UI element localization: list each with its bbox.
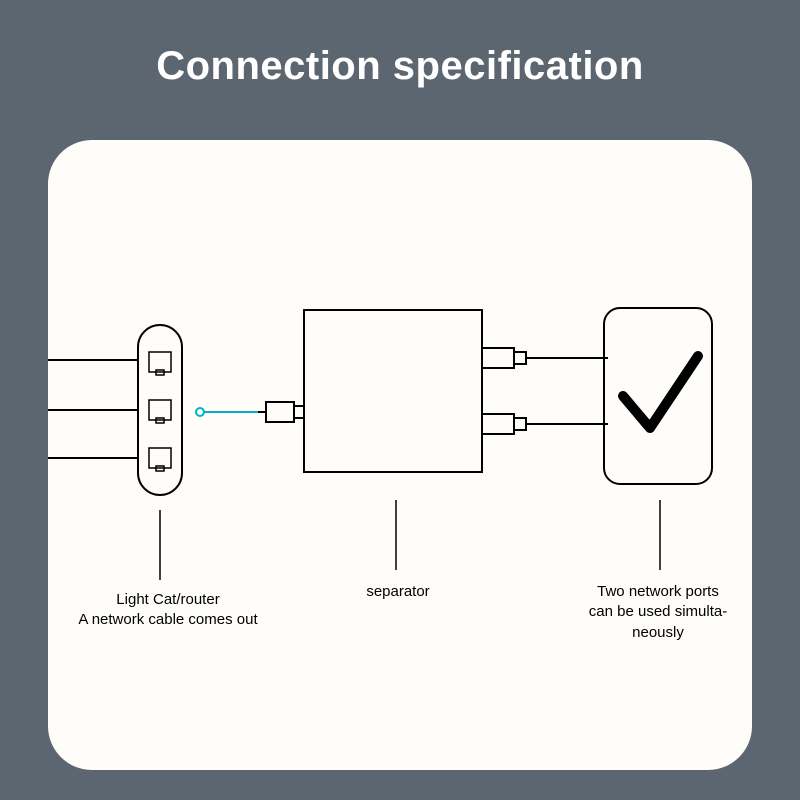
- target-label: Two network ports can be used simulta- n…: [558, 582, 758, 643]
- target-label-line2: can be used simulta-: [589, 603, 727, 620]
- connection-diagram: [48, 140, 752, 770]
- target-label-line3: neously: [632, 624, 684, 641]
- router-label: Light Cat/router A network cable comes o…: [68, 590, 268, 631]
- page-title: Connection specification: [0, 0, 800, 117]
- target-label-line1: Two network ports: [597, 583, 719, 600]
- frame: Connection specification Light Cat/route…: [0, 0, 800, 800]
- router-label-line2: A network cable comes out: [78, 611, 257, 628]
- diagram-card: Light Cat/router A network cable comes o…: [48, 140, 752, 770]
- separator-label: separator: [328, 582, 468, 602]
- router-label-line1: Light Cat/router: [116, 591, 219, 608]
